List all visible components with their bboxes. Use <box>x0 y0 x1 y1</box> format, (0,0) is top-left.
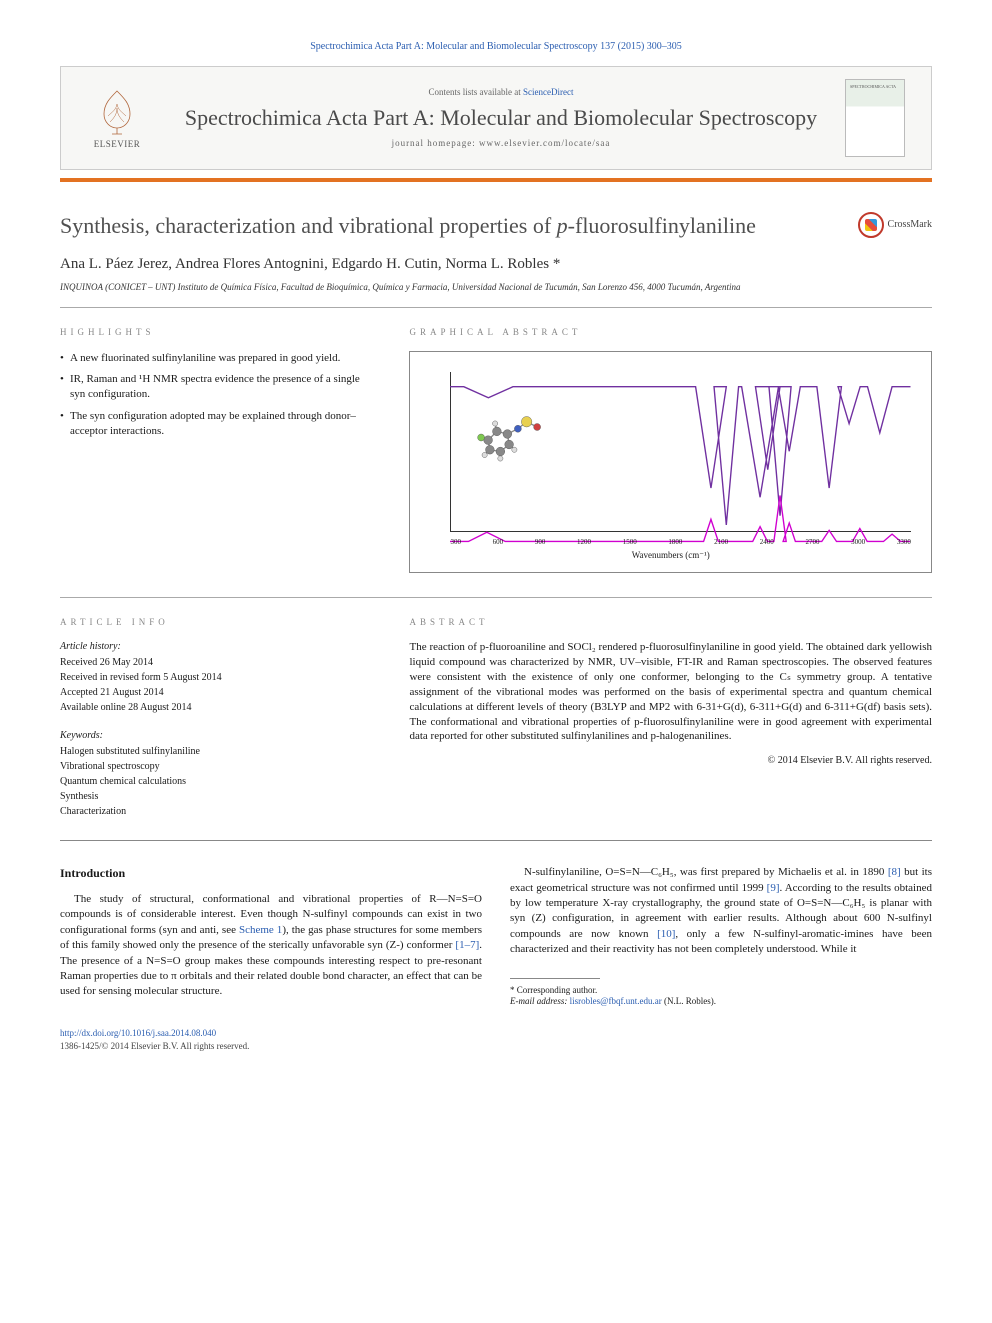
x-axis-label: Wavenumbers (cm⁻¹) <box>420 549 921 562</box>
issn-copyright: 1386-1425/© 2014 Elsevier B.V. All right… <box>60 1041 249 1051</box>
journal-name: Spectrochimica Acta Part A: Molecular an… <box>173 105 829 131</box>
bottom-metadata: http://dx.doi.org/10.1016/j.saa.2014.08.… <box>60 1027 932 1052</box>
x-tick: 1500 <box>623 538 637 548</box>
doi-link[interactable]: http://dx.doi.org/10.1016/j.saa.2014.08.… <box>60 1028 216 1038</box>
highlights-section: HIGHLIGHTS A new fluorinated sulfinylani… <box>60 326 373 573</box>
x-tick: 1200 <box>577 538 591 548</box>
article-info-label: ARTICLE INFO <box>60 616 373 629</box>
elsevier-tree-icon <box>92 86 142 136</box>
history-label: Article history: <box>60 640 373 654</box>
journal-homepage: journal homepage: www.elsevier.com/locat… <box>173 137 829 150</box>
divider <box>60 597 932 598</box>
x-tick: 3300 <box>897 538 911 548</box>
article-info-section: ARTICLE INFO Article history: Received 2… <box>60 616 373 821</box>
article-body: Introduction The study of structural, co… <box>60 865 932 1009</box>
highlight-item: IR, Raman and ¹H NMR spectra evidence th… <box>60 372 373 403</box>
abstract-copyright: © 2014 Elsevier B.V. All rights reserved… <box>409 754 932 768</box>
abstract-text: The reaction of p-fluoroaniline and SOCl… <box>409 640 932 744</box>
x-tick: 300 <box>450 538 461 548</box>
keyword: Halogen substituted sulfinylaniline <box>60 745 373 759</box>
intro-para-2: N-sulfinylaniline, O=S=N—C₆H₅, was first… <box>510 865 932 957</box>
x-axis-ticks: 3300 3000 2700 2400 2100 1800 1500 1200 900 600 30… <box>450 538 911 548</box>
divider <box>60 840 932 841</box>
journal-cover-thumbnail <box>845 79 905 157</box>
highlight-item: A new fluorinated sulfinylaniline was pr… <box>60 351 373 366</box>
footnotes: * Corresponding author. E-mail address: … <box>510 985 932 1008</box>
corresponding-author: * Corresponding author. <box>510 985 932 997</box>
orange-divider <box>60 178 932 182</box>
email-line: E-mail address: lisrobles@fbqf.unt.edu.a… <box>510 996 932 1008</box>
intro-para-1: The study of structural, conformational … <box>60 892 482 1000</box>
article-title: Synthesis, characterization and vibratio… <box>60 212 858 240</box>
introduction-heading: Introduction <box>60 865 482 882</box>
abstract-section: ABSTRACT The reaction of p-fluoroaniline… <box>409 616 932 821</box>
graphical-abstract-label: GRAPHICAL ABSTRACT <box>409 326 932 339</box>
authors: Ana L. Páez Jerez, Andrea Flores Antogni… <box>60 254 932 275</box>
ref-9-link[interactable]: [9] <box>767 882 780 894</box>
affiliation: INQUINOA (CONICET – UNT) Instituto de Qu… <box>60 281 932 294</box>
accepted-date: Accepted 21 August 2014 <box>60 686 373 700</box>
crossmark-icon <box>858 212 884 238</box>
x-tick: 900 <box>535 538 546 548</box>
highlight-item: The syn configuration adopted may be exp… <box>60 409 373 440</box>
keywords-label: Keywords: <box>60 729 373 743</box>
keyword: Vibrational spectroscopy <box>60 760 373 774</box>
x-tick: 2700 <box>805 538 819 548</box>
crossmark-badge[interactable]: CrossMark <box>858 212 932 238</box>
author-email-link[interactable]: lisrobles@fbqf.unt.edu.ar <box>570 996 662 1006</box>
x-tick: 3000 <box>851 538 865 548</box>
top-citation: Spectrochimica Acta Part A: Molecular an… <box>60 40 932 54</box>
ref-10-link[interactable]: [10] <box>657 928 675 940</box>
sciencedirect-link[interactable]: ScienceDirect <box>523 87 573 97</box>
graphical-abstract-section: GRAPHICAL ABSTRACT 3300 3000 2700 2400 2100 1… <box>409 326 932 573</box>
highlights-label: HIGHLIGHTS <box>60 326 373 339</box>
refs-1-7-link[interactable]: [1–7] <box>455 939 479 951</box>
x-tick: 2100 <box>714 538 728 548</box>
footnote-separator <box>510 978 600 979</box>
keyword: Quantum chemical calculations <box>60 775 373 789</box>
divider <box>60 307 932 308</box>
abstract-label: ABSTRACT <box>409 616 932 629</box>
x-tick: 2400 <box>760 538 774 548</box>
graphical-abstract-figure: 3300 3000 2700 2400 2100 1800 1500 1200 900 600 30… <box>409 351 932 573</box>
keyword: Characterization <box>60 805 373 819</box>
contents-available: Contents lists available at ScienceDirec… <box>173 86 829 99</box>
x-tick: 600 <box>493 538 504 548</box>
molecule-structure <box>465 392 555 462</box>
received-date: Received 26 May 2014 <box>60 656 373 670</box>
keyword: Synthesis <box>60 790 373 804</box>
revised-date: Received in revised form 5 August 2014 <box>60 671 373 685</box>
ref-8-link[interactable]: [8] <box>888 866 901 878</box>
online-date: Available online 28 August 2014 <box>60 701 373 715</box>
publisher-name: ELSEVIER <box>94 138 141 151</box>
elsevier-logo: ELSEVIER <box>77 86 157 151</box>
journal-header: ELSEVIER Contents lists available at Sci… <box>60 66 932 170</box>
scheme-1-link[interactable]: Scheme 1 <box>239 924 282 936</box>
x-tick: 1800 <box>668 538 682 548</box>
